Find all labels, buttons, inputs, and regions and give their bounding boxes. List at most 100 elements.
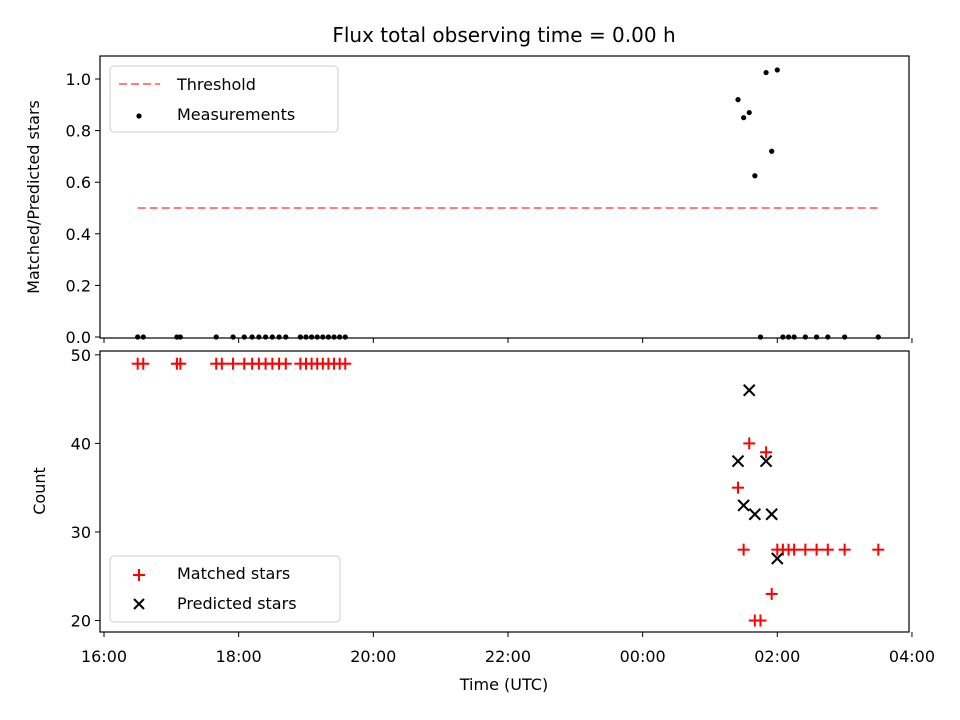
matched-star-point — [799, 543, 812, 556]
measurement-point — [842, 334, 848, 340]
measurement-point — [774, 67, 780, 73]
measurement-point — [769, 148, 775, 154]
x-axis-label: Time (UTC) — [459, 675, 548, 694]
measurement-point — [325, 334, 332, 340]
matched-star-point — [215, 357, 228, 370]
matched-star-point — [732, 481, 745, 494]
measurement-point — [735, 97, 741, 103]
star-count-panel: Count Time (UTC) 20 30 40 50 16:00 18:00 20:0… — [30, 346, 935, 694]
top-y-axis: 0.0 0.2 0.4 0.6 0.8 1.0 — [66, 70, 100, 347]
measurement-point — [297, 334, 303, 340]
flux-ratio-panel: Flux total observing time = 0.00 h Match… — [24, 23, 913, 347]
bottom-x-tick-label: 20:00 — [350, 647, 396, 666]
bottom-legend: Matched stars Predicted stars — [109, 555, 341, 623]
top-legend-box — [109, 65, 339, 133]
top-y-axis-label: Matched/Predicted stars — [24, 100, 43, 294]
threshold-legend-label: Threshold — [176, 75, 256, 94]
matched-star-point — [788, 543, 801, 556]
measurement-point — [309, 334, 315, 340]
matched-star-point — [872, 543, 885, 556]
predicted-star-point — [731, 454, 745, 468]
measurement-point — [230, 334, 236, 340]
bottom-x-axis: 16:00 18:00 20:00 22:00 00:00 02:00 04:00 — [81, 632, 935, 666]
matched-star-point — [754, 614, 767, 627]
bottom-x-tick-label: 04:00 — [889, 647, 935, 666]
bottom-x-tick-label: 22:00 — [485, 647, 531, 666]
bottom-y-axis-label: Count — [30, 467, 49, 515]
measurement-point — [241, 334, 247, 340]
top-y-tick-label: 0.4 — [66, 225, 91, 244]
predicted-star-point — [765, 508, 778, 521]
measurement-point — [802, 334, 808, 340]
measurement-point — [825, 334, 831, 340]
bottom-y-tick-label: 20 — [71, 612, 91, 631]
top-y-tick-label: 1.0 — [66, 70, 91, 89]
matched-legend-swatch — [133, 569, 145, 581]
top-y-tick-label: 0.8 — [66, 122, 91, 141]
measurement-point — [262, 334, 269, 340]
measurement-point — [763, 69, 769, 76]
matched-star-point — [737, 543, 750, 556]
predicted-star-point — [737, 499, 750, 512]
matched-star-point — [174, 357, 187, 370]
measurements-legend-label: Measurements — [177, 105, 295, 124]
bottom-y-tick-label: 50 — [71, 346, 91, 365]
predicted-star-point — [759, 454, 773, 468]
matched-star-point — [838, 543, 851, 556]
matched-star-point — [743, 437, 756, 450]
predicted-legend-swatch — [133, 598, 145, 610]
bottom-legend-box — [109, 555, 341, 623]
measurement-point — [140, 334, 146, 340]
bottom-axes-frame — [99, 350, 910, 633]
top-legend: Threshold Measurements — [109, 65, 339, 133]
predicted-star-point — [771, 552, 784, 565]
measurement-point — [785, 334, 792, 340]
matched-legend-label: Matched stars — [177, 564, 290, 583]
matched-star-point — [137, 357, 150, 370]
matched-star-point — [810, 543, 823, 556]
matched-star-point — [227, 357, 240, 370]
measurement-point — [813, 334, 820, 340]
bottom-plot-area — [131, 357, 885, 627]
matched-star-point — [279, 357, 292, 370]
measurement-point — [314, 334, 320, 340]
matched-star-point — [765, 587, 778, 600]
measurement-point — [791, 334, 797, 340]
measurement-point — [752, 173, 758, 179]
matched-star-point — [760, 446, 773, 459]
predicted-star-point — [743, 384, 756, 397]
measurement-point — [320, 334, 326, 340]
top-y-tick-label: 0.6 — [66, 173, 91, 192]
measurements-legend-swatch — [136, 113, 142, 119]
measurement-point — [746, 109, 752, 116]
measurement-point — [342, 334, 348, 340]
measurement-point — [249, 334, 255, 340]
measurement-point — [875, 334, 881, 340]
matched-star-point — [821, 543, 834, 556]
chart-title: Flux total observing time = 0.00 h — [332, 23, 675, 47]
predicted-star-point — [748, 508, 762, 521]
measurement-point — [177, 334, 183, 340]
measurement-point — [269, 334, 275, 340]
top-x-axis-ticks — [103, 338, 913, 343]
measurement-point — [757, 334, 764, 340]
measurement-point — [303, 334, 309, 340]
measurement-point — [741, 115, 747, 121]
measurement-point — [276, 334, 282, 340]
measurement-point — [213, 334, 219, 340]
bottom-y-axis: 20 30 40 50 — [71, 346, 100, 631]
bottom-y-tick-label: 40 — [71, 434, 91, 453]
bottom-y-tick-label: 30 — [71, 523, 91, 542]
bottom-x-tick-label: 16:00 — [81, 647, 127, 666]
measurement-point — [780, 334, 786, 340]
matched-star-point — [339, 357, 352, 370]
predicted-legend-label: Predicted stars — [177, 594, 297, 613]
top-y-tick-label: 0.0 — [66, 328, 91, 347]
bottom-x-tick-label: 18:00 — [216, 647, 262, 666]
measurement-point — [283, 334, 289, 340]
top-y-tick-label: 0.2 — [66, 276, 91, 295]
top-axes-frame — [99, 55, 910, 339]
measurement-point — [331, 334, 337, 340]
bottom-x-tick-label: 00:00 — [620, 647, 666, 666]
